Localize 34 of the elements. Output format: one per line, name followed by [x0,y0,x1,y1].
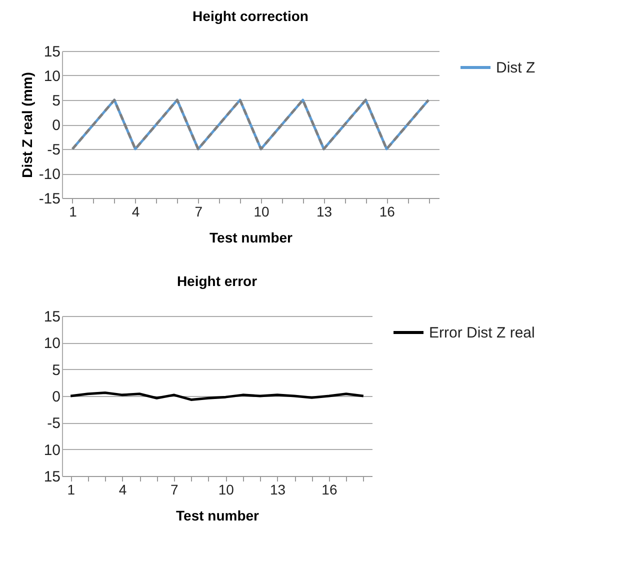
y-tick-label: 15 [44,468,60,486]
x-tick-label: 1 [67,482,76,498]
x-axis-title: Test number [176,508,260,524]
y-tick-label: 5 [52,362,60,379]
x-tick-label: 10 [218,482,234,498]
x-tick-label: 16 [379,204,396,220]
x-tick-label: 10 [254,204,270,220]
y-tick-label: -5 [47,415,60,432]
y-tick-label: 15 [44,308,60,326]
chart-title: Height correction [192,8,308,24]
x-tick-label: 1 [69,204,78,220]
y-tick-label: 0 [52,388,60,406]
x-axis-title: Test number [210,230,294,246]
x-tick-label: 16 [322,482,338,498]
y-tick-label: 0 [52,117,60,134]
y-tick-label: 10 [44,335,60,352]
y-tick-label: 15 [44,44,60,60]
x-tick-label: 13 [270,482,286,498]
x-tick-label: 7 [194,204,203,220]
x-tick-label: 13 [316,204,332,220]
x-tick-label: 7 [170,482,179,498]
y-tick-label: -15 [38,190,60,208]
y-axis-title: Dist Z real (mm) [18,72,35,178]
line-series [69,392,365,401]
legend-label: Error Dist Z real [429,324,535,342]
y-tick-label: 5 [52,92,60,110]
y-tick-label: 10 [44,442,60,459]
x-tick-label: 4 [132,204,140,220]
y-tick-label: -10 [38,166,60,183]
chart-title: Height error [176,273,258,289]
legend-label: Dist Z [496,60,536,76]
y-tick-label: -5 [47,142,60,158]
x-tick-label: 4 [118,482,127,498]
y-tick-label: 10 [44,68,60,85]
